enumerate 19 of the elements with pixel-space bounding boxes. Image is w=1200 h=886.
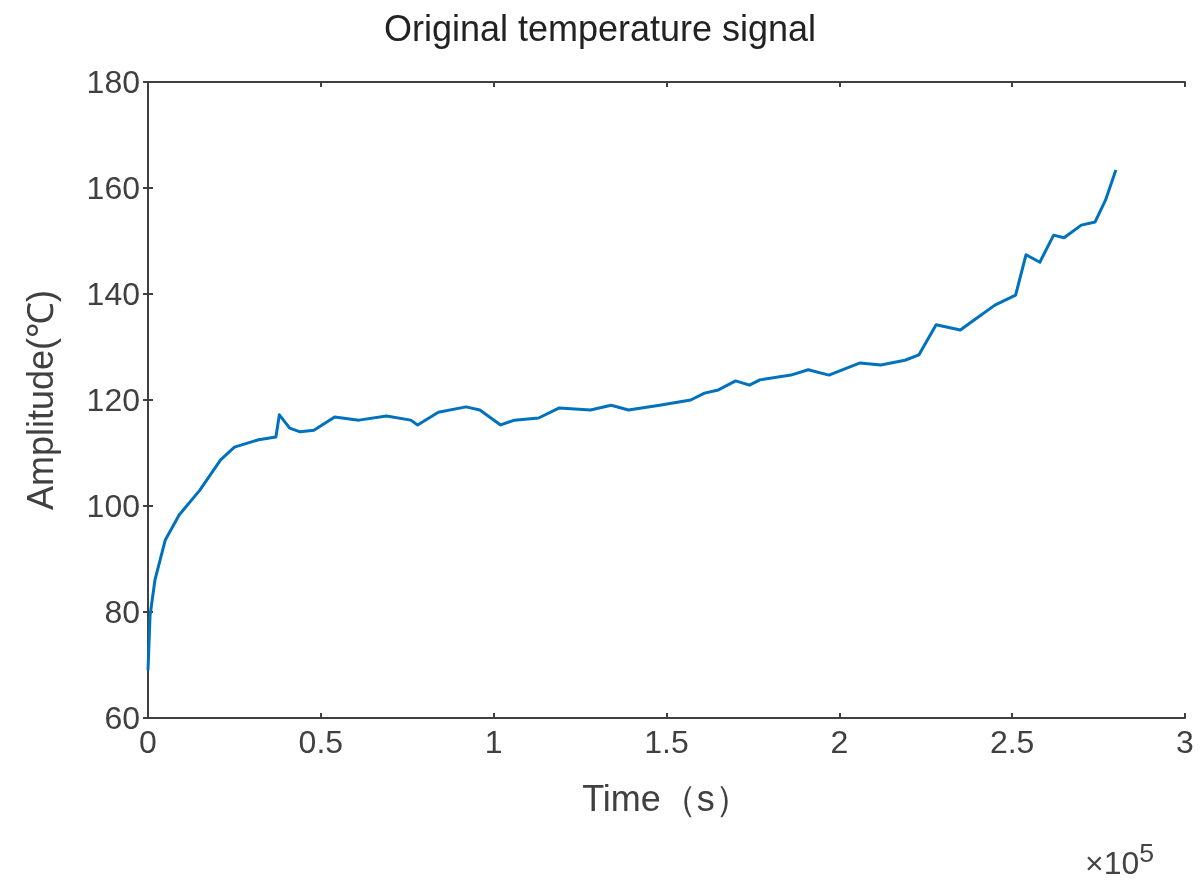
x-tick-label: 3	[1176, 724, 1194, 760]
x-tick-label: 2	[830, 724, 849, 760]
x-axis-title: Time（s）	[582, 777, 751, 819]
y-axis-title: Amplitude(℃)	[19, 289, 61, 511]
y-tick-label: 120	[86, 382, 140, 418]
y-tick-label: 60	[104, 700, 140, 736]
x-tick-label: 2.5	[989, 724, 1035, 760]
x-tick-label: 0.5	[298, 724, 344, 760]
chart-title: Original temperature signal	[383, 7, 817, 49]
y-tick-label: 80	[104, 594, 140, 630]
y-tick-label: 180	[86, 64, 140, 100]
y-tick-label: 100	[86, 488, 140, 524]
x-tick-label: 0	[139, 724, 157, 760]
line-series	[146, 168, 1118, 672]
text: ×10$^{5}$	[1085, 838, 1155, 882]
x-tick-label: 1.5	[644, 724, 689, 760]
x-tick-label: 1	[484, 724, 503, 760]
y-tick-label: 140	[86, 276, 140, 312]
y-tick-label: 160	[86, 170, 140, 206]
